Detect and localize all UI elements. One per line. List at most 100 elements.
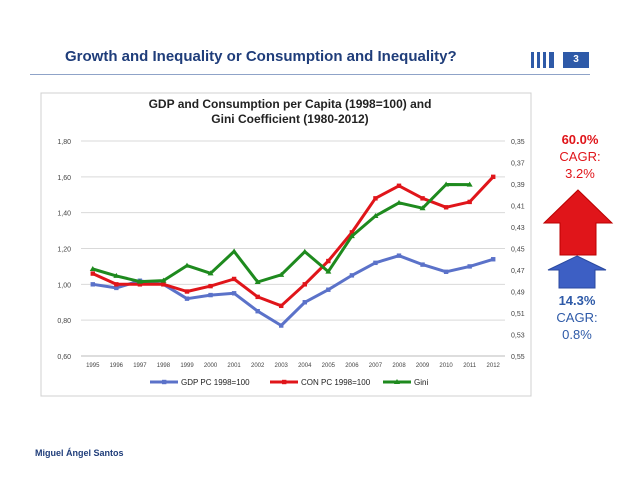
consumption-growth-label: 60.0% CAGR: 3.2% bbox=[545, 131, 615, 182]
consumption-cagr-label: CAGR: bbox=[559, 149, 601, 164]
data-point bbox=[348, 233, 355, 239]
right-axis-tick-label: 0,51 bbox=[511, 311, 525, 318]
right-axis-tick-label: 0,43 bbox=[511, 225, 525, 232]
x-axis-tick-label: 2010 bbox=[439, 363, 453, 369]
data-point bbox=[184, 289, 190, 294]
data-point bbox=[208, 283, 213, 289]
x-axis-tick-label: 2006 bbox=[345, 363, 359, 369]
data-point bbox=[279, 303, 284, 309]
data-point bbox=[279, 323, 284, 328]
data-point bbox=[325, 268, 332, 274]
x-axis-tick-label: 2004 bbox=[298, 363, 312, 369]
legend-label: CON PC 1998=100 bbox=[301, 378, 371, 387]
right-axis-tick-label: 0,55 bbox=[511, 354, 525, 361]
left-axis-tick-label: 1,20 bbox=[57, 247, 71, 254]
data-point bbox=[255, 309, 260, 314]
data-point bbox=[114, 282, 119, 287]
x-axis-tick-label: 2005 bbox=[322, 363, 336, 369]
data-point bbox=[396, 199, 402, 205]
data-point bbox=[161, 282, 166, 287]
data-point bbox=[491, 174, 496, 180]
gdp-growth-label: 14.3% CAGR: 0.8% bbox=[542, 292, 612, 343]
data-point bbox=[396, 253, 402, 258]
legend-label: Gini bbox=[414, 378, 428, 387]
data-point bbox=[372, 213, 379, 219]
data-point bbox=[231, 248, 238, 254]
data-point bbox=[373, 260, 378, 266]
data-point bbox=[184, 262, 190, 268]
x-axis-tick-label: 2000 bbox=[204, 363, 218, 369]
data-point bbox=[466, 181, 473, 187]
up-arrow-red bbox=[542, 189, 614, 256]
data-point bbox=[349, 230, 355, 235]
x-axis-tick-label: 2011 bbox=[463, 363, 477, 369]
right-axis-tick-label: 0,37 bbox=[511, 161, 525, 168]
data-point bbox=[419, 205, 426, 211]
series-line-1 bbox=[92, 175, 495, 308]
gdp-cagr-value: 0.8% bbox=[562, 327, 592, 342]
right-axis-tick-label: 0,35 bbox=[511, 139, 525, 146]
right-axis-tick-label: 0,47 bbox=[511, 268, 525, 275]
legend-label: GDP PC 1998=100 bbox=[181, 378, 250, 387]
x-axis-tick-label: 1999 bbox=[180, 363, 194, 369]
x-axis-tick-label: 1996 bbox=[110, 363, 124, 369]
x-axis-tick-label: 2003 bbox=[275, 363, 289, 369]
data-point bbox=[89, 266, 96, 272]
chart-title-line: GDP and Consumption per Capita (1998=100… bbox=[149, 97, 432, 111]
x-axis-tick-label: 1995 bbox=[86, 363, 100, 369]
data-point bbox=[420, 196, 425, 201]
data-point bbox=[443, 269, 449, 274]
x-axis-tick-label: 1997 bbox=[133, 363, 147, 369]
x-axis-tick-label: 2009 bbox=[416, 363, 430, 369]
legend-marker bbox=[162, 379, 167, 385]
data-point bbox=[136, 278, 143, 284]
data-point bbox=[231, 291, 237, 296]
title-divider bbox=[30, 74, 590, 75]
left-axis-tick-label: 0,60 bbox=[57, 354, 71, 361]
left-axis-tick-label: 0,80 bbox=[57, 318, 71, 325]
up-arrow-blue bbox=[547, 255, 607, 289]
x-axis-tick-label: 2001 bbox=[227, 363, 241, 369]
left-axis-tick-label: 1,40 bbox=[57, 211, 71, 218]
page-number: 3 bbox=[563, 52, 589, 68]
data-point bbox=[90, 271, 95, 276]
right-axis-tick-label: 0,49 bbox=[511, 290, 525, 297]
legend-marker bbox=[282, 379, 287, 385]
chart-title-line: Gini Coefficient (1980-2012) bbox=[211, 112, 368, 126]
right-axis-tick-label: 0,53 bbox=[511, 333, 525, 340]
data-point bbox=[443, 205, 449, 210]
data-point bbox=[208, 292, 213, 298]
right-axis-tick-label: 0,39 bbox=[511, 182, 525, 189]
x-axis-tick-label: 2008 bbox=[392, 363, 406, 369]
x-axis-tick-label: 2007 bbox=[369, 363, 383, 369]
data-point bbox=[467, 199, 472, 205]
slide-title: Growth and Inequality or Consumption and… bbox=[65, 48, 457, 65]
data-point bbox=[254, 279, 261, 285]
data-point bbox=[491, 257, 496, 262]
x-axis-tick-label: 1998 bbox=[157, 363, 171, 369]
data-point bbox=[255, 294, 260, 300]
data-point bbox=[420, 262, 425, 267]
data-point bbox=[137, 282, 143, 287]
data-point bbox=[373, 196, 378, 201]
data-point bbox=[302, 300, 307, 305]
data-point bbox=[184, 296, 190, 301]
left-axis-tick-label: 1,60 bbox=[57, 175, 71, 182]
left-axis-tick-label: 1,00 bbox=[57, 282, 71, 289]
gdp-cagr-label: CAGR: bbox=[556, 310, 598, 325]
data-point bbox=[443, 181, 450, 187]
consumption-growth-pct: 60.0% bbox=[561, 132, 599, 147]
consumption-cagr-value: 3.2% bbox=[565, 166, 595, 181]
data-point bbox=[326, 287, 331, 292]
chart-frame bbox=[40, 92, 532, 397]
data-point bbox=[90, 282, 95, 287]
right-axis-tick-label: 0,45 bbox=[511, 247, 525, 254]
data-point bbox=[396, 183, 402, 188]
author-name: Miguel Ángel Santos bbox=[35, 448, 124, 458]
legend-marker bbox=[394, 379, 400, 384]
data-point bbox=[278, 271, 285, 277]
data-point bbox=[301, 248, 308, 254]
data-point bbox=[231, 276, 237, 282]
data-point bbox=[349, 273, 355, 278]
